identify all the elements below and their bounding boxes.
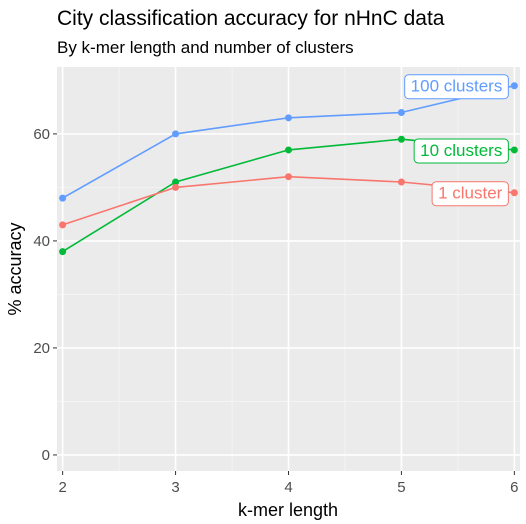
x-axis-title: k-mer length xyxy=(238,500,338,520)
data-point xyxy=(397,178,405,186)
data-point xyxy=(172,183,180,191)
y-tick-label: 0 xyxy=(42,447,50,464)
series-label-text: 10 clusters xyxy=(420,141,502,160)
series-0 xyxy=(59,82,518,202)
y-tick-label: 20 xyxy=(33,340,50,357)
chart-title: City classification accuracy for nHnC da… xyxy=(57,7,445,30)
series-label-box xyxy=(413,138,509,164)
data-point xyxy=(510,82,518,90)
series-label: 100 clusters xyxy=(404,74,509,100)
data-point xyxy=(397,135,405,143)
series-label: 10 clusters xyxy=(413,138,509,164)
x-tick-label: 2 xyxy=(58,479,66,496)
data-point xyxy=(285,173,292,181)
data-point xyxy=(59,194,67,202)
x-tick-label: 5 xyxy=(397,479,405,496)
data-point xyxy=(285,114,292,122)
data-point xyxy=(510,146,518,154)
x-tick-label: 4 xyxy=(284,479,292,496)
y-axis-title: % accuracy xyxy=(5,222,25,315)
data-point xyxy=(510,189,518,197)
y-tick-label: 40 xyxy=(33,233,50,250)
series-label-box xyxy=(431,181,509,207)
x-tick-label: 3 xyxy=(171,479,179,496)
series-label-text: 1 cluster xyxy=(438,184,503,203)
y-tick-label: 60 xyxy=(33,126,50,143)
data-point xyxy=(59,221,67,229)
chart-subtitle: By k-mer length and number of clusters xyxy=(57,38,354,57)
data-point xyxy=(172,178,180,186)
data-point xyxy=(59,248,67,256)
series-labels: 100 clusters 10 clusters 1 cluster xyxy=(404,74,509,207)
data-point xyxy=(172,130,180,138)
x-tick-label: 6 xyxy=(510,479,518,496)
series-label-text: 100 clusters xyxy=(411,77,503,96)
data-point xyxy=(285,146,292,154)
series-label: 1 cluster xyxy=(431,181,509,207)
data-point xyxy=(397,108,405,116)
series-label-box xyxy=(404,74,509,100)
